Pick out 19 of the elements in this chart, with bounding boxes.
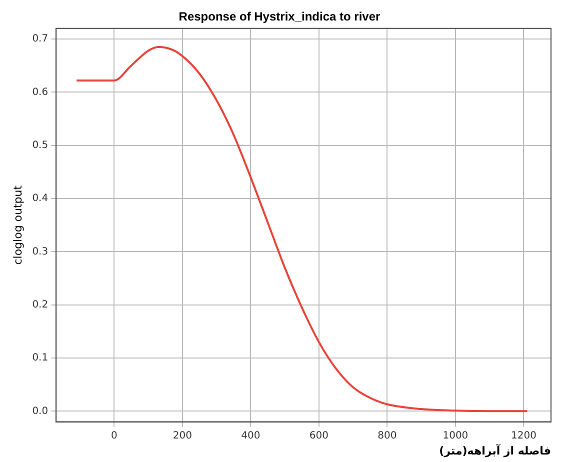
x-tick-label: 800 <box>378 430 397 442</box>
y-tick-label: 0.0 <box>32 406 48 417</box>
y-tick-label: 0.7 <box>32 34 48 45</box>
chart-title: Response of Hystrix_indica to river <box>178 10 381 24</box>
y-tick-label: 0.6 <box>32 86 48 98</box>
x-tick-label: 1200 <box>510 430 536 442</box>
y-tick-label: 0.4 <box>32 193 48 204</box>
x-tick-label: 1000 <box>442 430 468 442</box>
y-tick-label: 0.1 <box>32 352 48 364</box>
x-axis-title: فاصله از آبراهه(متر) <box>439 443 551 458</box>
y-tick-label: 0.3 <box>32 246 48 258</box>
x-tick-label: 400 <box>241 430 260 442</box>
line-series <box>76 46 528 412</box>
y-tick-label: 0.2 <box>32 299 48 310</box>
x-tick-label: 600 <box>309 430 328 442</box>
x-tick-label: 200 <box>172 430 192 442</box>
x-tick-label: 0 <box>110 430 118 442</box>
y-tick-label: 0.5 <box>32 140 48 151</box>
y-axis-title: cloglog output <box>11 184 24 265</box>
